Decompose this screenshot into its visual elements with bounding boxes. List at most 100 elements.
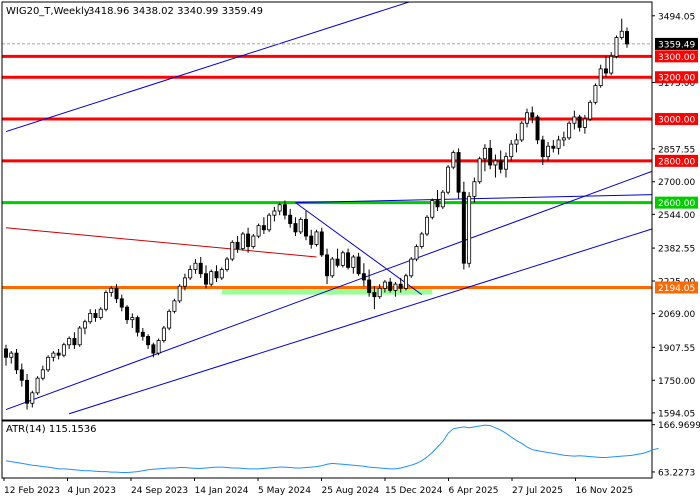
price-tick-label: 2069.00 — [658, 310, 695, 320]
candle-body — [340, 252, 345, 266]
atr-pane-frame — [1, 420, 653, 479]
candle-body — [88, 313, 93, 323]
candle-body — [235, 241, 240, 250]
candle-body — [498, 160, 503, 170]
candle-body — [104, 292, 108, 310]
candle-body — [619, 30, 624, 38]
candle-body — [14, 352, 19, 371]
candle-body — [435, 200, 440, 208]
candle-body — [25, 379, 30, 404]
candle-body — [209, 271, 214, 285]
candle-body — [293, 223, 298, 233]
price-tick-label: 2382.55 — [658, 245, 695, 255]
candle-body — [409, 258, 414, 277]
candle-body — [114, 287, 119, 300]
candle-body — [519, 122, 524, 141]
time-tick-label: 27 Jul 2025 — [512, 486, 563, 496]
candle-body — [288, 214, 293, 224]
candle-body — [177, 285, 182, 302]
candle-body — [156, 340, 161, 354]
candle-body — [403, 275, 408, 289]
trend-line — [5, 2, 411, 133]
ohlc-label: 3418.96 3438.02 3340.99 3359.49 — [88, 6, 263, 17]
candle-body — [356, 256, 361, 275]
level-label-box — [655, 196, 698, 209]
candle-body — [298, 218, 303, 233]
level-label-box — [655, 71, 698, 84]
price-tick-label: 2857.55 — [658, 145, 695, 155]
candle-body — [251, 235, 256, 247]
candle-body — [572, 116, 577, 124]
candle-body — [567, 122, 572, 139]
candle-body — [267, 214, 272, 231]
candle-body — [125, 306, 130, 321]
trend-line — [69, 228, 652, 415]
candle-body — [261, 225, 266, 231]
candle-body — [303, 218, 308, 237]
candle-body — [367, 279, 372, 293]
candle-body — [425, 216, 429, 235]
current-price-label: 3359.49 — [658, 40, 695, 50]
price-tick-label: 1907.55 — [658, 344, 695, 354]
time-tick-label: 24 Sep 2023 — [131, 486, 188, 496]
candle-body — [4, 348, 8, 358]
candle-body — [546, 145, 551, 158]
candle-body — [414, 246, 419, 260]
price-tick-label: 3494.05 — [658, 12, 695, 22]
candle-body — [535, 116, 540, 141]
candle-body — [193, 262, 198, 270]
candle-body — [382, 281, 387, 289]
atr-tick-label: 166.9699 — [658, 421, 700, 431]
candle-body — [19, 369, 24, 381]
candle-body — [198, 262, 203, 275]
candle-body — [561, 137, 566, 141]
candle-body — [388, 281, 393, 291]
candle-body — [51, 352, 56, 358]
level-label-box — [655, 50, 698, 63]
candle-body — [577, 116, 582, 128]
candle-body — [204, 273, 208, 285]
main-pane-frame — [1, 1, 653, 421]
trend-line — [5, 170, 652, 411]
candle-body — [119, 298, 124, 308]
candle-body — [240, 233, 245, 250]
candle-body — [72, 338, 77, 346]
candle-body — [582, 118, 587, 128]
atr-label: ATR(14) 115.1536 — [6, 424, 97, 435]
symbol-label: WIG20_T,Weekly — [6, 6, 90, 17]
trend-line — [5, 227, 317, 258]
candle-body — [598, 68, 603, 86]
time-tick-label: 6 Apr 2025 — [449, 486, 499, 496]
candle-body — [372, 292, 377, 298]
candle-body — [503, 156, 508, 170]
candle-body — [140, 331, 145, 337]
time-tick-label: 4 Jun 2023 — [68, 486, 116, 496]
candle-body — [609, 55, 614, 74]
candle-body — [482, 147, 487, 160]
candle-body — [551, 145, 556, 149]
candle-body — [98, 308, 103, 318]
candle-body — [35, 377, 40, 394]
candle-body — [477, 158, 482, 183]
candle-body — [167, 310, 172, 329]
price-tick-label: 2700.00 — [658, 178, 695, 188]
candle-body — [61, 344, 66, 356]
candle-body — [282, 204, 287, 216]
time-tick-label: 25 Aug 2024 — [322, 486, 380, 496]
candle-body — [451, 152, 456, 168]
candle-body — [46, 356, 51, 371]
candle-body — [56, 352, 61, 356]
time-tick-label: 16 Nov 2025 — [576, 486, 634, 496]
candle-body — [446, 166, 451, 193]
candle-body — [393, 283, 398, 291]
candle-body — [272, 210, 277, 216]
candle-body — [488, 147, 493, 166]
candle-body — [361, 273, 366, 281]
candle-body — [40, 369, 45, 379]
atr-line — [5, 424, 659, 473]
level-label-box — [655, 113, 698, 126]
candle-body — [540, 139, 545, 158]
candle-body — [109, 287, 114, 293]
candle-body — [625, 31, 629, 45]
